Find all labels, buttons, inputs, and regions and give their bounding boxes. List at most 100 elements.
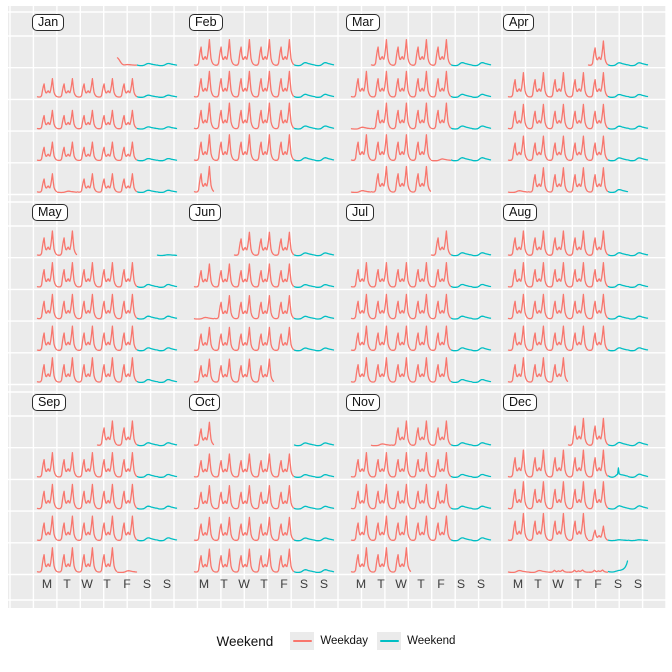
day-series-weekday <box>253 548 275 573</box>
day-series-weekday <box>273 102 295 130</box>
day-series-weekday <box>507 103 529 130</box>
day-series-weekday <box>253 102 275 130</box>
day-series-weekday <box>527 103 549 130</box>
day-series-weekday <box>96 325 118 351</box>
day-series-weekday <box>213 263 235 288</box>
day-series-weekday <box>116 141 138 162</box>
day-series-weekday <box>430 483 452 510</box>
day-series-weekend <box>313 347 335 352</box>
day-series-weekday <box>370 134 392 161</box>
day-series-weekend <box>293 347 315 352</box>
day-series-weekend <box>156 347 178 352</box>
day-series-weekend <box>607 315 629 320</box>
month-series-sep <box>36 420 178 574</box>
day-series-weekday <box>193 134 215 161</box>
day-series-weekend <box>607 93 629 98</box>
day-series-weekday <box>410 262 432 288</box>
day-series-weekday <box>430 102 452 130</box>
day-series-weekday <box>410 293 432 320</box>
day-series-weekday <box>507 135 529 161</box>
day-series-weekday <box>116 515 138 541</box>
day-series-weekday <box>430 452 452 478</box>
day-series-weekday <box>253 70 275 98</box>
day-series-weekday <box>410 39 432 66</box>
day-series-weekend <box>136 189 158 194</box>
day-series-weekday <box>96 78 118 98</box>
day-series-weekday <box>253 485 275 510</box>
day-series-weekend <box>136 347 158 352</box>
day-series-weekday <box>233 263 255 288</box>
day-series-weekday <box>587 525 609 542</box>
day-series-weekday <box>430 158 452 162</box>
day-series-weekday <box>36 483 58 510</box>
day-series-weekday <box>350 547 372 573</box>
legend-item-weekday[interactable]: Weekday <box>290 632 368 650</box>
day-series-weekday <box>370 325 392 351</box>
day-series-weekday <box>253 326 275 351</box>
day-series-weekday <box>76 357 98 383</box>
day-series-weekend <box>450 505 472 510</box>
day-series-weekday <box>547 262 569 288</box>
day-series-weekday <box>587 293 609 320</box>
day-series-weekend <box>627 315 649 320</box>
day-series-weekend <box>313 252 335 257</box>
day-series-weekday <box>527 357 549 383</box>
day-series-weekday <box>370 452 392 478</box>
day-series-weekend <box>156 254 178 257</box>
day-series-weekday <box>36 547 58 573</box>
day-series-weekend <box>156 378 178 384</box>
day-series-weekday <box>410 515 432 541</box>
day-series-weekend <box>136 378 158 384</box>
day-series-weekend <box>470 505 492 510</box>
day-series-weekday <box>507 72 529 98</box>
month-series-jan <box>36 57 178 194</box>
day-series-weekday <box>350 515 372 541</box>
day-series-weekday <box>116 325 138 351</box>
day-series-weekday <box>567 417 589 446</box>
day-series-weekday <box>56 483 78 510</box>
day-series-weekday <box>56 547 78 573</box>
weekday-line-swatch <box>292 639 312 643</box>
day-series-weekday <box>233 134 255 161</box>
day-series-weekend <box>470 442 492 447</box>
day-series-weekday <box>430 262 452 288</box>
day-series-weekend <box>450 378 472 384</box>
day-series-weekend <box>293 125 315 130</box>
day-series-weekday <box>390 262 412 288</box>
day-series-weekday <box>430 70 452 98</box>
day-series-weekend <box>136 473 158 478</box>
day-series-weekday <box>213 102 235 130</box>
day-series-weekday <box>233 358 255 383</box>
day-series-weekend <box>136 283 158 288</box>
day-series-weekday <box>233 516 255 541</box>
weekend-line-swatch <box>379 639 399 643</box>
day-series-weekday <box>567 569 589 573</box>
day-series-weekday <box>96 515 118 541</box>
day-series-weekday <box>213 548 235 573</box>
day-series-weekday <box>430 230 452 256</box>
day-series-weekday <box>116 357 138 383</box>
day-series-weekday <box>567 72 589 98</box>
day-series-weekend <box>627 252 649 257</box>
day-series-weekday <box>527 293 549 320</box>
legend-item-weekend[interactable]: Weekend <box>377 632 455 650</box>
day-series-weekday <box>390 134 412 161</box>
day-series-weekday <box>410 357 432 383</box>
day-series-weekend <box>627 505 649 510</box>
day-series-weekday <box>76 547 98 573</box>
day-series-weekday <box>370 165 392 193</box>
day-series-weekend <box>293 505 315 510</box>
day-series-weekday <box>370 515 392 541</box>
month-series-feb <box>193 39 335 193</box>
day-series-weekend <box>607 62 629 67</box>
day-series-weekday <box>213 134 235 161</box>
day-series-weekend <box>627 125 649 130</box>
day-series-weekday <box>390 452 412 478</box>
day-series-weekday <box>96 547 118 573</box>
day-series-weekday <box>390 547 412 573</box>
day-series-weekday <box>233 326 255 351</box>
panel-background <box>8 6 666 608</box>
day-series-weekday <box>273 548 295 573</box>
day-series-weekday <box>76 483 98 510</box>
